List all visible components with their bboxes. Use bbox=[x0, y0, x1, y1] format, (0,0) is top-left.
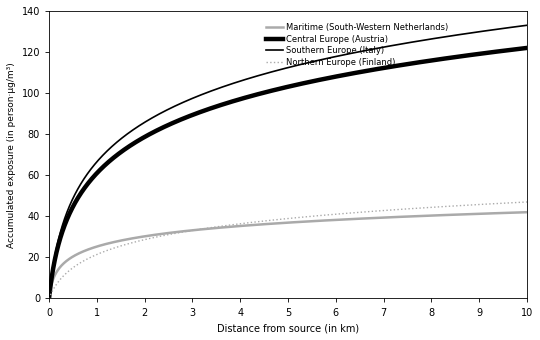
Northern Europe (Finland) bbox=[129, 241, 135, 245]
Y-axis label: Accumulated exposure (in person·μg/m³): Accumulated exposure (in person·μg/m³) bbox=[7, 62, 16, 248]
Maritime (South-Western Netherlands) bbox=[514, 210, 521, 215]
Central Europe (Austria) bbox=[46, 296, 52, 301]
Central Europe (Austria) bbox=[250, 94, 256, 98]
Maritime (South-Western Netherlands) bbox=[524, 210, 530, 214]
Southern Europe (Italy) bbox=[524, 23, 530, 27]
Line: Central Europe (Austria): Central Europe (Austria) bbox=[49, 48, 527, 299]
Northern Europe (Finland) bbox=[100, 250, 107, 254]
Northern Europe (Finland) bbox=[46, 296, 52, 301]
Central Europe (Austria) bbox=[100, 165, 107, 169]
Northern Europe (Finland) bbox=[514, 200, 521, 204]
Central Europe (Austria) bbox=[514, 47, 521, 51]
Central Europe (Austria) bbox=[129, 142, 135, 147]
Northern Europe (Finland) bbox=[524, 200, 530, 204]
Northern Europe (Finland) bbox=[229, 223, 235, 227]
Southern Europe (Italy) bbox=[250, 75, 256, 79]
Maritime (South-Western Netherlands) bbox=[463, 212, 469, 216]
Northern Europe (Finland) bbox=[250, 220, 256, 224]
Maritime (South-Western Netherlands) bbox=[100, 243, 107, 247]
Central Europe (Austria) bbox=[229, 99, 235, 103]
Line: Southern Europe (Italy): Southern Europe (Italy) bbox=[49, 25, 527, 299]
Line: Maritime (South-Western Netherlands): Maritime (South-Western Netherlands) bbox=[49, 212, 527, 299]
Southern Europe (Italy) bbox=[100, 153, 107, 157]
X-axis label: Distance from source (in km): Distance from source (in km) bbox=[217, 323, 359, 333]
Maritime (South-Western Netherlands) bbox=[46, 296, 52, 301]
Southern Europe (Italy) bbox=[229, 82, 235, 86]
Maritime (South-Western Netherlands) bbox=[129, 236, 135, 240]
Southern Europe (Italy) bbox=[129, 129, 135, 133]
Line: Northern Europe (Finland): Northern Europe (Finland) bbox=[49, 202, 527, 299]
Legend: Maritime (South-Western Netherlands), Central Europe (Austria), Southern Europe : Maritime (South-Western Netherlands), Ce… bbox=[264, 21, 451, 69]
Southern Europe (Italy) bbox=[46, 296, 52, 301]
Central Europe (Austria) bbox=[463, 54, 469, 58]
Southern Europe (Italy) bbox=[463, 32, 469, 36]
Central Europe (Austria) bbox=[524, 46, 530, 50]
Maritime (South-Western Netherlands) bbox=[229, 225, 235, 229]
Northern Europe (Finland) bbox=[463, 203, 469, 207]
Southern Europe (Italy) bbox=[514, 24, 521, 29]
Maritime (South-Western Netherlands) bbox=[250, 223, 256, 227]
